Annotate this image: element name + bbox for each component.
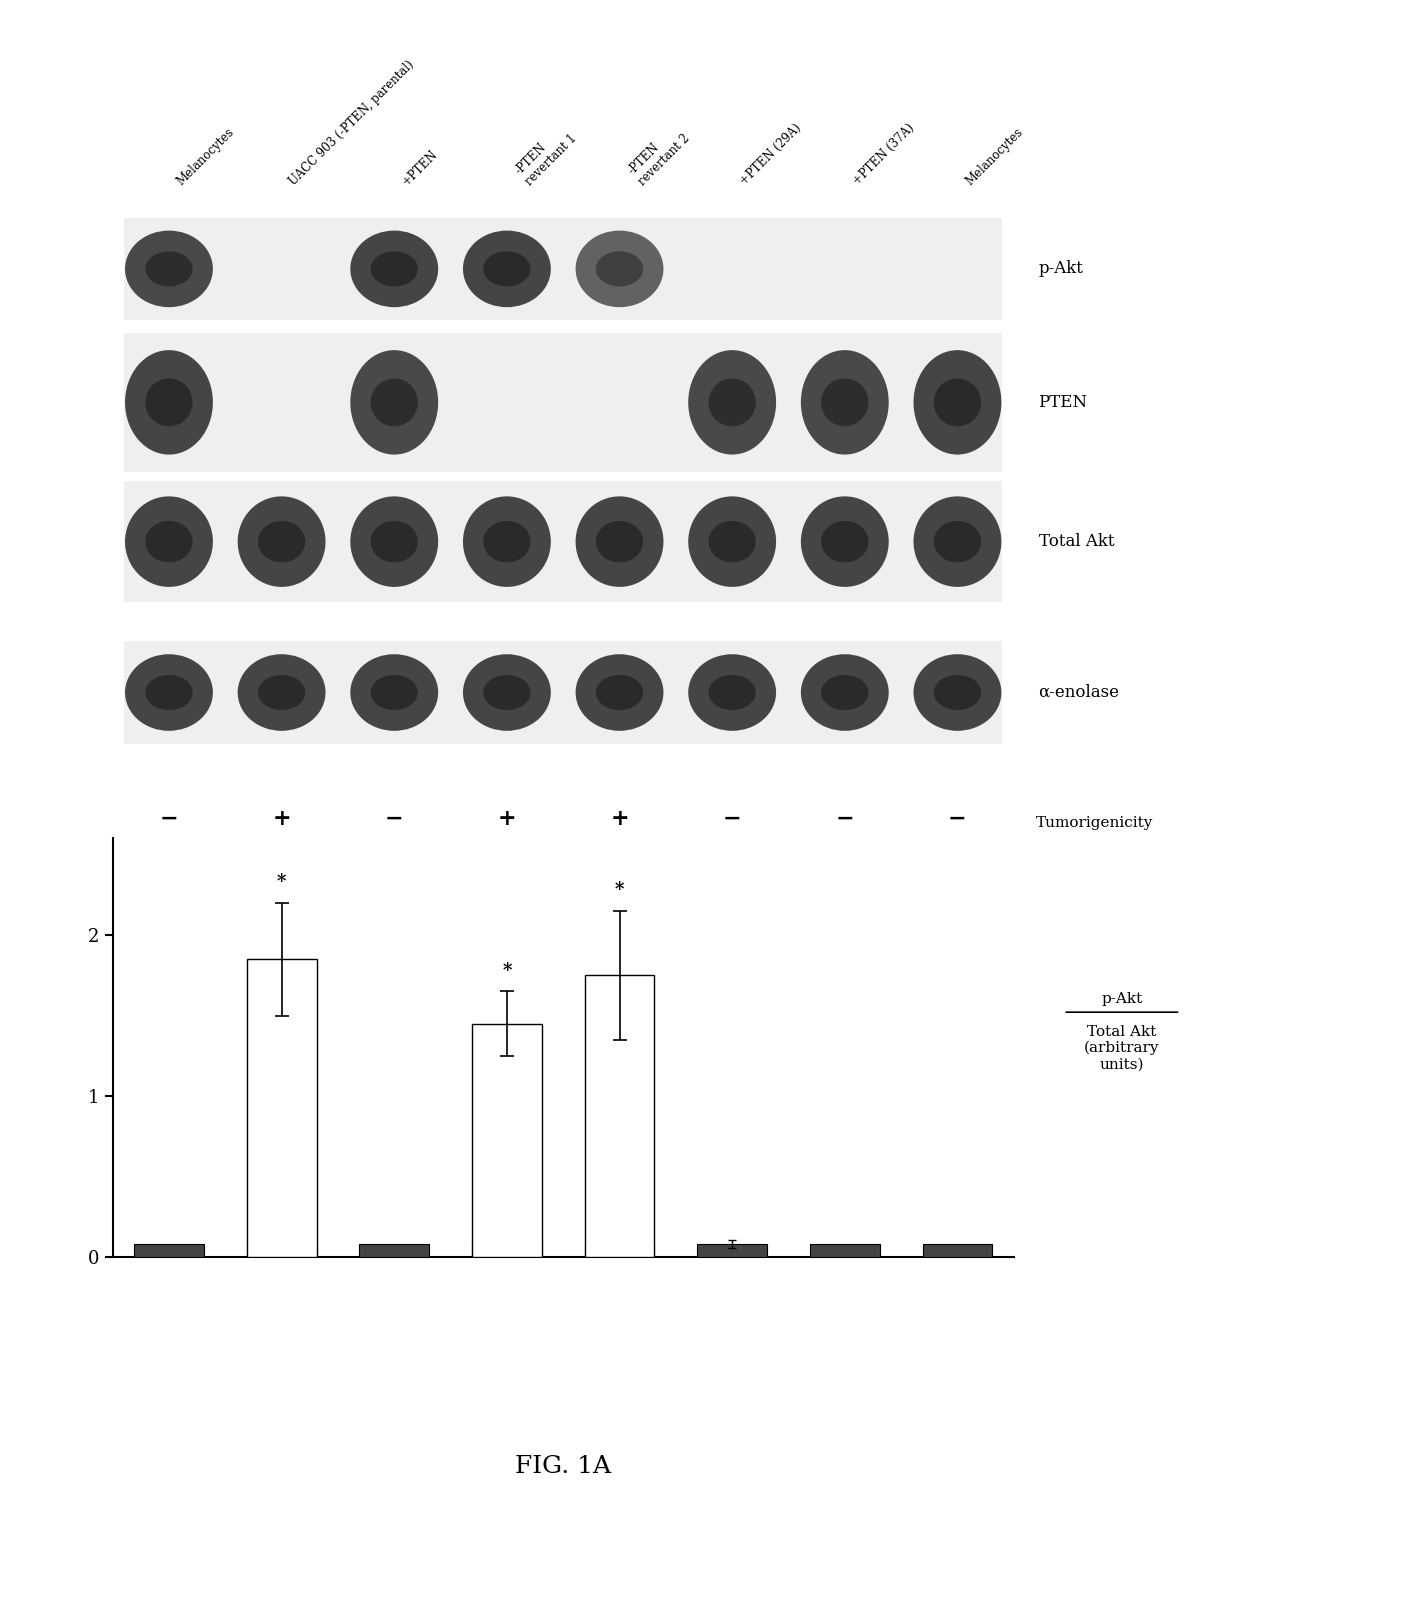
FancyBboxPatch shape	[124, 218, 1002, 319]
Bar	[246, 959, 317, 1257]
Text: −: −	[948, 808, 967, 830]
Ellipse shape	[238, 654, 325, 730]
Text: +: +	[272, 808, 291, 830]
Ellipse shape	[708, 675, 756, 709]
Ellipse shape	[483, 675, 531, 709]
Ellipse shape	[351, 231, 438, 308]
Ellipse shape	[576, 654, 663, 730]
Ellipse shape	[914, 350, 1001, 455]
Text: Melanocytes: Melanocytes	[963, 126, 1025, 187]
Ellipse shape	[576, 496, 663, 587]
Text: Total Akt: Total Akt	[1039, 534, 1114, 550]
Ellipse shape	[258, 521, 306, 563]
Text: UACC 903 (-PTEN, parental): UACC 903 (-PTEN, parental)	[287, 58, 417, 187]
Text: +PTEN (37A): +PTEN (37A)	[850, 121, 917, 187]
Ellipse shape	[125, 350, 213, 455]
Bar	[359, 1244, 429, 1257]
Text: +: +	[610, 808, 629, 830]
Ellipse shape	[596, 251, 643, 287]
Ellipse shape	[689, 654, 776, 730]
Ellipse shape	[125, 231, 213, 308]
Ellipse shape	[689, 496, 776, 587]
Text: +: +	[497, 808, 517, 830]
Ellipse shape	[689, 350, 776, 455]
Ellipse shape	[708, 379, 756, 426]
Ellipse shape	[370, 251, 418, 287]
Text: +PTEN: +PTEN	[400, 147, 441, 187]
Text: −: −	[159, 808, 179, 830]
Text: Melanocytes: Melanocytes	[175, 126, 237, 187]
FancyBboxPatch shape	[124, 482, 1002, 601]
Ellipse shape	[708, 521, 756, 563]
Text: *: *	[615, 882, 624, 899]
Ellipse shape	[914, 496, 1001, 587]
Ellipse shape	[125, 654, 213, 730]
Text: p-Akt: p-Akt	[1101, 991, 1142, 1006]
Ellipse shape	[463, 654, 551, 730]
Bar	[472, 1024, 542, 1257]
Ellipse shape	[801, 496, 888, 587]
Ellipse shape	[125, 496, 213, 587]
Text: Total Akt
(arbitrary
units): Total Akt (arbitrary units)	[1084, 1025, 1160, 1072]
Ellipse shape	[576, 231, 663, 308]
Ellipse shape	[483, 251, 531, 287]
Bar	[584, 1244, 655, 1257]
Bar	[697, 1244, 767, 1257]
Ellipse shape	[145, 379, 193, 426]
Ellipse shape	[934, 675, 981, 709]
Ellipse shape	[934, 379, 981, 426]
Text: *: *	[277, 874, 286, 891]
Ellipse shape	[145, 675, 193, 709]
Ellipse shape	[351, 350, 438, 455]
Ellipse shape	[258, 675, 306, 709]
Text: -PTEN
revertant 1: -PTEN revertant 1	[513, 121, 580, 187]
Ellipse shape	[370, 675, 418, 709]
Ellipse shape	[370, 379, 418, 426]
Ellipse shape	[596, 521, 643, 563]
Ellipse shape	[370, 521, 418, 563]
FancyBboxPatch shape	[124, 332, 1002, 472]
Text: PTEN: PTEN	[1039, 393, 1087, 411]
Ellipse shape	[934, 521, 981, 563]
Bar	[472, 1241, 542, 1257]
Text: +PTEN (29A): +PTEN (29A)	[738, 121, 804, 187]
Text: FIG. 1A: FIG. 1A	[515, 1456, 611, 1478]
Ellipse shape	[914, 654, 1001, 730]
Ellipse shape	[351, 654, 438, 730]
Text: α-enolase: α-enolase	[1039, 683, 1119, 701]
Bar	[810, 1244, 880, 1257]
Text: −: −	[722, 808, 742, 830]
Bar	[134, 1244, 204, 1257]
Ellipse shape	[145, 521, 193, 563]
Ellipse shape	[351, 496, 438, 587]
Ellipse shape	[238, 496, 325, 587]
Text: Tumorigenicity: Tumorigenicity	[1036, 816, 1153, 830]
Ellipse shape	[463, 231, 551, 308]
Bar	[922, 1244, 993, 1257]
Ellipse shape	[801, 350, 888, 455]
Text: -PTEN
revertant 2: -PTEN revertant 2	[625, 121, 693, 187]
Text: p-Akt: p-Akt	[1039, 261, 1083, 277]
Ellipse shape	[596, 675, 643, 709]
Ellipse shape	[821, 521, 869, 563]
FancyBboxPatch shape	[124, 642, 1002, 743]
Ellipse shape	[483, 521, 531, 563]
Text: *: *	[503, 962, 511, 980]
Text: −: −	[384, 808, 404, 830]
Ellipse shape	[463, 496, 551, 587]
Text: −: −	[835, 808, 855, 830]
Ellipse shape	[801, 654, 888, 730]
Ellipse shape	[821, 379, 869, 426]
Ellipse shape	[821, 675, 869, 709]
Bar	[246, 1244, 317, 1257]
Ellipse shape	[145, 251, 193, 287]
Bar	[584, 975, 655, 1257]
